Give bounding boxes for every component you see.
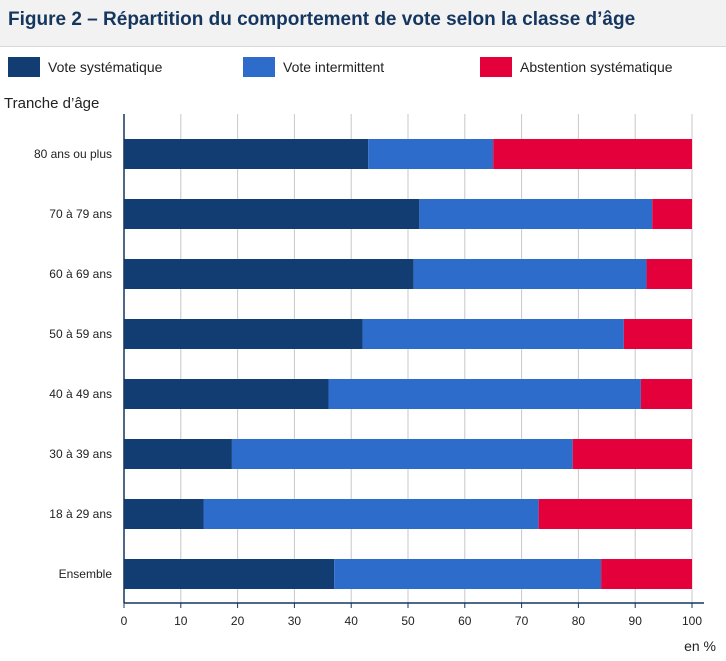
- bar-2-row-6: [231, 439, 573, 469]
- bar-1-row-5: [124, 379, 329, 409]
- category-label-2: 70 à 79 ans: [49, 207, 112, 221]
- bar-2-row-8: [334, 559, 602, 589]
- x-tick-label-70: 70: [515, 614, 529, 628]
- bar-1-row-7: [124, 499, 204, 529]
- x-tick-label-30: 30: [288, 614, 302, 628]
- legend-label-vote-systematique: Vote systématique: [48, 59, 163, 75]
- category-label-8: Ensemble: [59, 567, 113, 581]
- bar-2-row-1: [368, 139, 494, 169]
- bar-2-row-5: [328, 379, 641, 409]
- x-tick-label-100: 100: [682, 614, 702, 628]
- legend-label-vote-intermittent: Vote intermittent: [283, 59, 385, 75]
- legend-swatch-vote-systematique: [8, 57, 40, 77]
- bar-3-row-4: [623, 319, 692, 349]
- bar-1-row-1: [124, 139, 369, 169]
- x-axis-unit-label: en %: [684, 638, 716, 654]
- bar-2-row-3: [413, 259, 647, 289]
- x-tick-label-10: 10: [174, 614, 188, 628]
- category-label-1: 80 ans ou plus: [34, 147, 112, 161]
- category-label-4: 50 à 59 ans: [49, 327, 112, 341]
- category-label-5: 40 à 49 ans: [49, 387, 112, 401]
- bar-2-row-2: [419, 199, 653, 229]
- bar-1-row-6: [124, 439, 232, 469]
- x-tick-label-60: 60: [458, 614, 472, 628]
- x-tick-label-80: 80: [572, 614, 586, 628]
- x-tick-label-90: 90: [629, 614, 643, 628]
- bar-2-row-4: [362, 319, 624, 349]
- x-tick-label-0: 0: [121, 614, 128, 628]
- bar-3-row-8: [601, 559, 692, 589]
- bar-3-row-5: [640, 379, 692, 409]
- category-label-3: 60 à 69 ans: [49, 267, 112, 281]
- legend-swatch-abstention-systematique: [480, 57, 512, 77]
- chart-title: Figure 2 – Répartition du comportement d…: [8, 9, 636, 30]
- bar-3-row-2: [652, 199, 692, 229]
- x-tick-label-50: 50: [401, 614, 415, 628]
- bar-3-row-1: [493, 139, 692, 169]
- bar-3-row-6: [572, 439, 692, 469]
- category-label-6: 30 à 39 ans: [49, 447, 112, 461]
- bar-1-row-2: [124, 199, 420, 229]
- bar-2-row-7: [203, 499, 539, 529]
- legend-label-abstention-systematique: Abstention systématique: [520, 59, 673, 75]
- bar-3-row-3: [646, 259, 692, 289]
- legend-swatch-vote-intermittent: [243, 57, 275, 77]
- category-label-7: 18 à 29 ans: [49, 507, 112, 521]
- bar-3-row-7: [538, 499, 692, 529]
- bar-1-row-4: [124, 319, 363, 349]
- bar-1-row-8: [124, 559, 335, 589]
- y-axis-title: Tranche d’âge: [4, 95, 100, 112]
- title-bar: Figure 2 – Répartition du comportement d…: [0, 0, 726, 47]
- x-tick-label-40: 40: [345, 614, 359, 628]
- x-tick-label-20: 20: [231, 614, 245, 628]
- bar-1-row-3: [124, 259, 414, 289]
